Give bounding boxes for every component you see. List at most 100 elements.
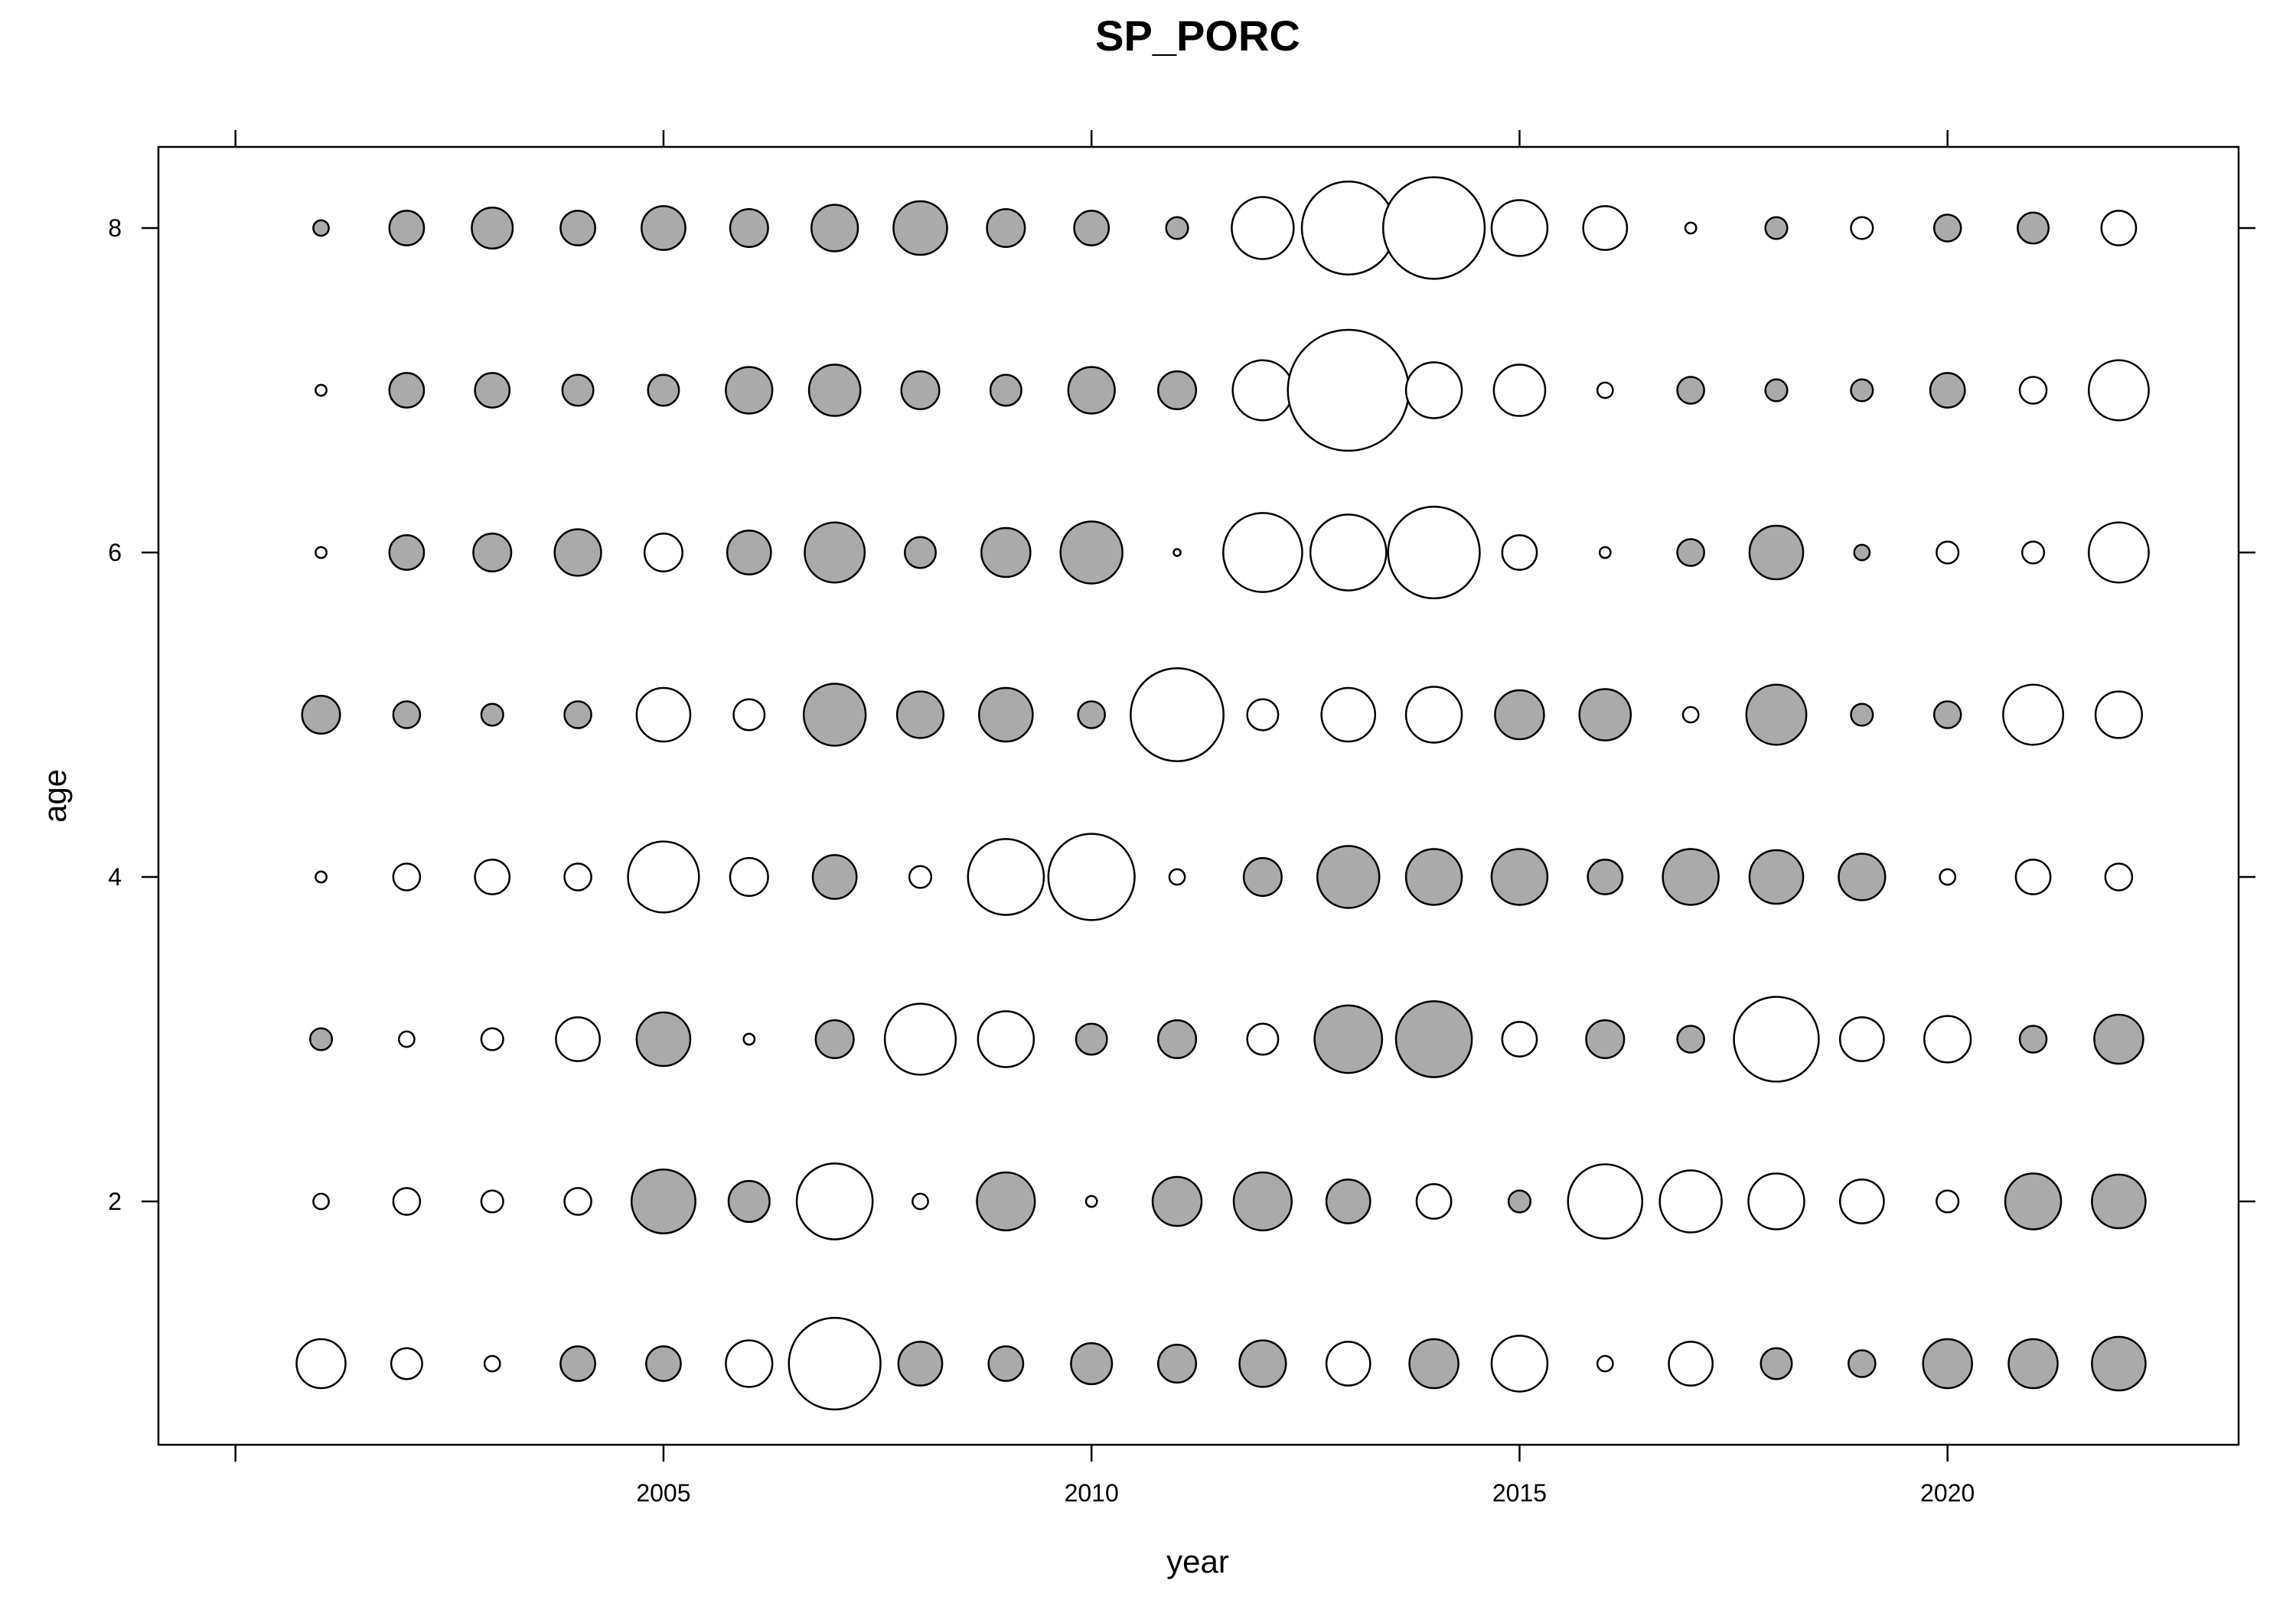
bubble-2010-age-2 — [1084, 1195, 1098, 1208]
bubble-2007-age-3 — [814, 1019, 855, 1060]
bubble-2019-age-5 — [1850, 702, 1874, 727]
bubble-2001-age-5 — [301, 694, 341, 735]
bubble-2004-age-8 — [559, 210, 596, 246]
plot-frame — [157, 145, 2240, 1446]
bubble-2015-age-5 — [1494, 689, 1545, 741]
bubble-2021-age-2 — [2004, 1172, 2063, 1231]
bubble-2021-age-3 — [2018, 1025, 2048, 1054]
bubble-2008-age-1 — [897, 1341, 944, 1387]
bubble-2017-age-2 — [1658, 1169, 1723, 1234]
bubble-2015-age-6 — [1501, 534, 1538, 571]
bubble-2009-age-7 — [989, 373, 1022, 407]
bubble-2003-age-8 — [471, 206, 514, 250]
bubble-2012-age-2 — [1232, 1171, 1293, 1232]
bubble-2003-age-6 — [472, 532, 513, 573]
x-tick-label-2005: 2005 — [636, 1479, 690, 1507]
bubble-2020-age-1 — [1922, 1338, 1973, 1390]
bubble-2016-age-5 — [1578, 688, 1632, 742]
bubble-2022-age-8 — [2100, 210, 2138, 246]
bubble-2019-age-3 — [1838, 1016, 1885, 1062]
bubble-2013-age-4 — [1316, 845, 1381, 909]
bubble-2010-age-7 — [1067, 366, 1116, 415]
bubble-2001-age-1 — [295, 1338, 347, 1390]
bubble-2003-age-4 — [474, 859, 511, 895]
bubble-2022-age-6 — [2087, 521, 2150, 584]
bubble-2006-age-7 — [725, 366, 774, 415]
bubble-2009-age-3 — [977, 1010, 1035, 1068]
bubble-2001-age-6 — [315, 546, 328, 559]
bubble-2005-age-3 — [635, 1011, 692, 1068]
bubble-2015-age-4 — [1490, 848, 1549, 906]
bubble-2001-age-8 — [312, 219, 330, 237]
bubble-2017-age-3 — [1676, 1025, 1705, 1054]
y-axis-label: age — [37, 769, 73, 823]
bubble-2020-age-2 — [1936, 1189, 1960, 1214]
bubble-2016-age-1 — [1596, 1354, 1614, 1373]
bubble-2013-age-2 — [1325, 1178, 1371, 1224]
bubble-2018-age-1 — [1760, 1347, 1793, 1380]
bubble-2003-age-7 — [474, 372, 511, 409]
bubble-2006-age-1 — [725, 1339, 774, 1388]
bubble-2004-age-1 — [559, 1345, 596, 1382]
bubble-2022-age-3 — [2093, 1013, 2144, 1065]
bubble-2022-age-4 — [2104, 862, 2134, 892]
bubble-layer — [295, 176, 2150, 1411]
bubble-2001-age-7 — [315, 383, 328, 397]
bubble-2002-age-6 — [388, 534, 426, 571]
bubble-2014-age-3 — [1394, 1000, 1473, 1078]
x-tick-label-2015: 2015 — [1492, 1479, 1547, 1507]
bubble-2001-age-2 — [312, 1192, 330, 1211]
bubble-2012-age-7 — [1231, 359, 1294, 422]
bubble-2008-age-4 — [908, 865, 933, 889]
bubble-2017-age-7 — [1676, 376, 1705, 405]
bubble-2007-age-8 — [810, 204, 859, 253]
bubble-2019-age-4 — [1838, 852, 1887, 901]
bubble-2018-age-2 — [1747, 1172, 1805, 1231]
bubble-2018-age-7 — [1764, 378, 1789, 403]
bubble-2004-age-3 — [555, 1016, 601, 1062]
bubble-2007-age-4 — [811, 854, 858, 900]
bubble-2018-age-4 — [1748, 849, 1805, 905]
bubble-2004-age-4 — [563, 862, 592, 892]
bubble-2010-age-1 — [1070, 1341, 1114, 1386]
bubble-2012-age-6 — [1222, 512, 1303, 593]
bubble-2014-age-1 — [1408, 1338, 1459, 1390]
bubble-2014-age-7 — [1404, 361, 1463, 419]
bubble-2009-age-1 — [987, 1345, 1025, 1382]
bubble-2021-age-4 — [2014, 859, 2052, 895]
bubble-2015-age-3 — [1501, 1021, 1538, 1058]
bubble-2011-age-4 — [1168, 868, 1186, 886]
x-tick-label-2020: 2020 — [1920, 1479, 1975, 1507]
bubble-2006-age-3 — [742, 1032, 756, 1046]
bubble-2017-age-5 — [1681, 706, 1700, 724]
bubble-2016-age-6 — [1598, 546, 1612, 559]
bubble-2016-age-3 — [1585, 1019, 1626, 1060]
bubble-2021-age-8 — [2017, 211, 2050, 245]
bubble-2018-age-6 — [1748, 524, 1805, 581]
bubble-2011-age-2 — [1151, 1175, 1203, 1227]
bubble-2003-age-2 — [480, 1189, 504, 1214]
x-axis: 2005 2010 2015 2020 — [234, 1445, 1975, 1507]
bubble-2009-age-4 — [967, 838, 1045, 916]
bubble-2011-age-8 — [1165, 216, 1189, 240]
bubble-2007-age-1 — [788, 1316, 882, 1411]
bubble-2020-age-3 — [1923, 1015, 1972, 1064]
bubble-2011-age-1 — [1156, 1343, 1198, 1384]
bubble-2022-age-2 — [2091, 1173, 2147, 1230]
bubble-2004-age-5 — [563, 700, 592, 729]
bubble-2005-age-5 — [635, 686, 692, 743]
bubble-2016-age-2 — [1567, 1163, 1644, 1240]
bubble-2006-age-6 — [726, 530, 772, 575]
bubble-2006-age-4 — [729, 856, 769, 898]
bubble-2021-age-5 — [2002, 683, 2064, 746]
bubble-2005-age-1 — [645, 1345, 682, 1382]
bubble-2014-age-2 — [1415, 1183, 1453, 1220]
bubble-2012-age-1 — [1238, 1339, 1287, 1388]
bubble-2022-age-7 — [2087, 359, 2150, 422]
bubble-2008-age-2 — [912, 1192, 929, 1211]
bubble-2007-age-2 — [795, 1162, 874, 1240]
bubble-2018-age-5 — [1745, 683, 1808, 746]
y-axis: 2 4 6 8 — [108, 214, 158, 1215]
bubble-2016-age-4 — [1587, 859, 1624, 895]
